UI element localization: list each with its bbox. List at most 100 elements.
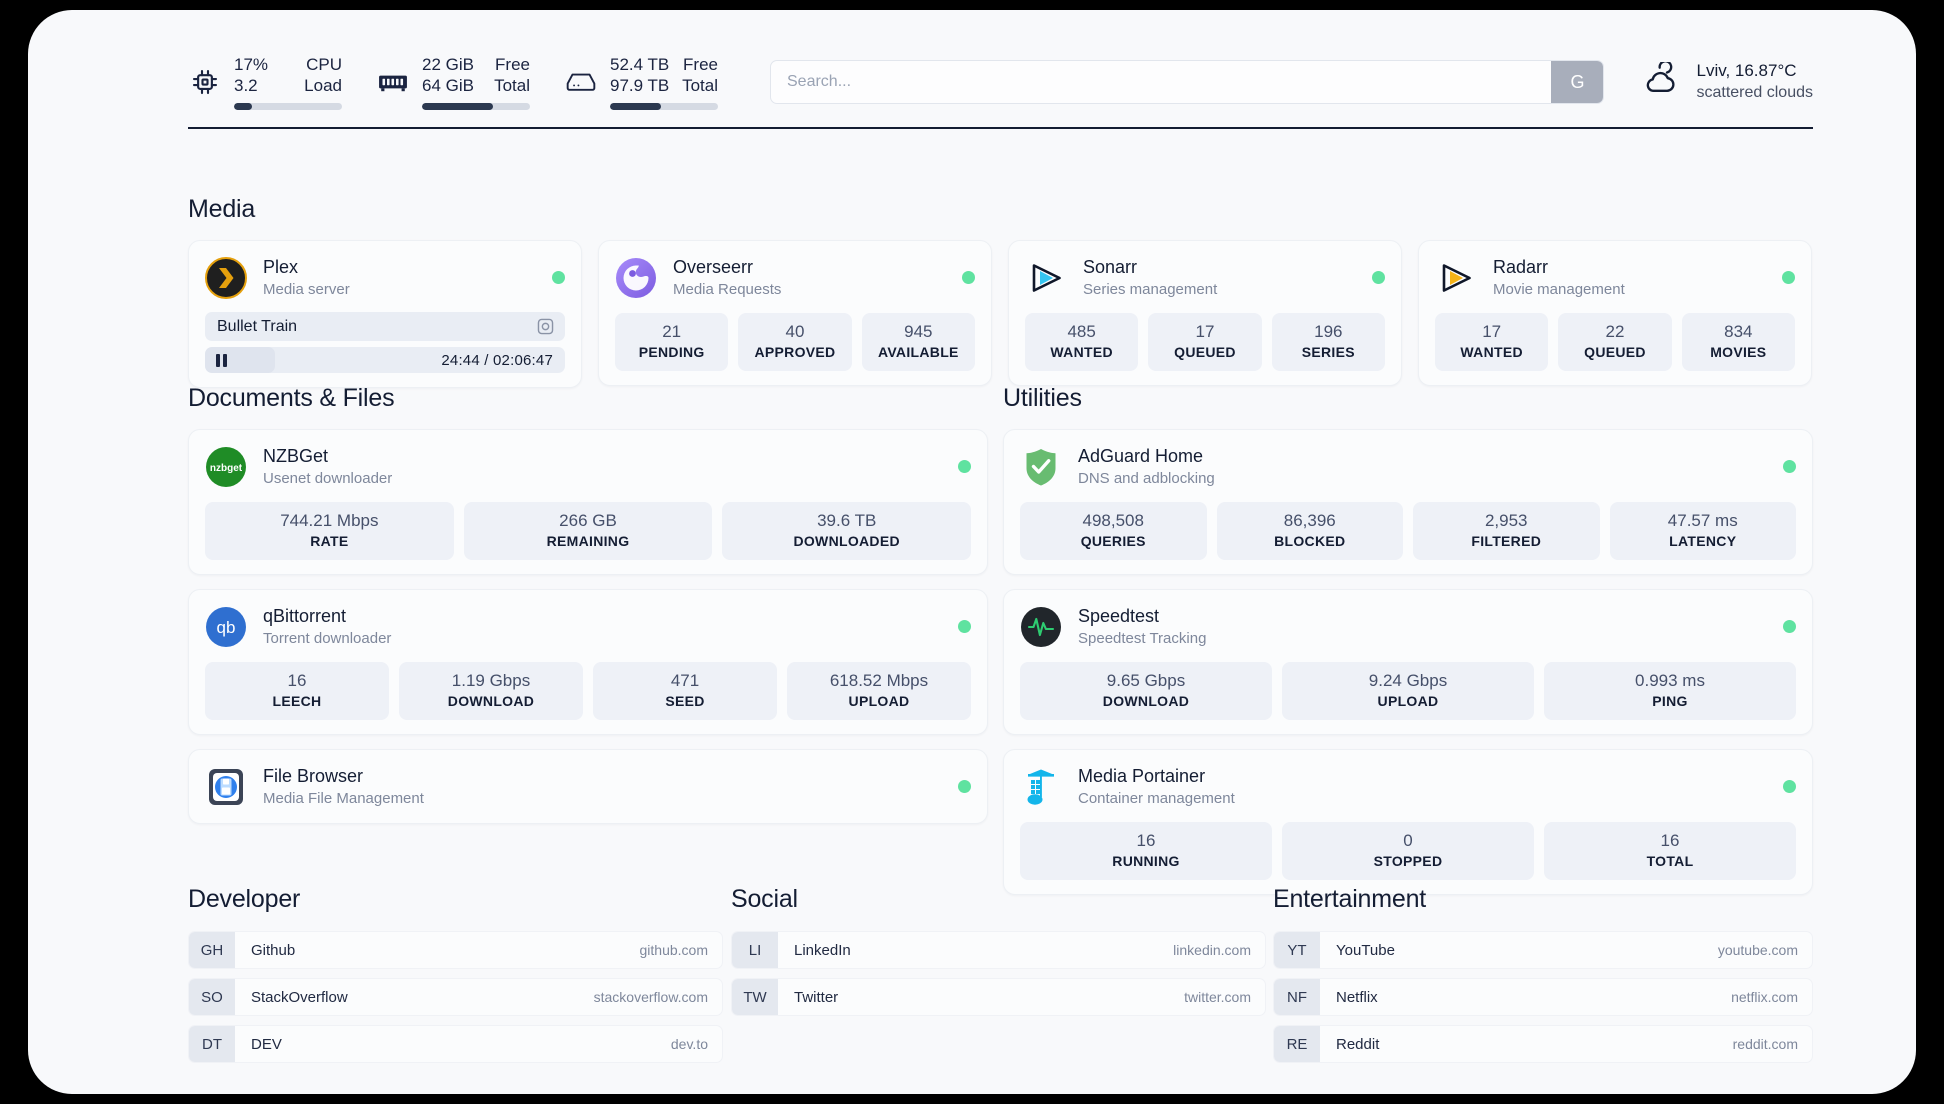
bookmark-name: Github (251, 941, 296, 959)
stat-tile: 86,396 BLOCKED (1216, 502, 1403, 560)
bookmark-name: StackOverflow (251, 988, 348, 1006)
cast-icon[interactable] (536, 317, 555, 336)
bookmark-item[interactable]: SO StackOverflow stackoverflow.com (188, 978, 723, 1016)
sonarr-name: Sonarr (1083, 257, 1138, 277)
bookmark-item[interactable]: GH Github github.com (188, 931, 723, 969)
adguard-desc: DNS and adblocking (1078, 470, 1215, 487)
stat-tile: 471 SEED (593, 662, 777, 720)
stat-label: MOVIES (1710, 344, 1767, 360)
stat-label: DOWNLOAD (1102, 693, 1190, 709)
bookmark-url: reddit.com (1732, 1036, 1798, 1052)
stat-label: QUEUED (1174, 344, 1236, 360)
app-card-sonarr[interactable]: Sonarr Series management 485 WANTED 17 Q… (1008, 240, 1402, 386)
disk-progress-bar (610, 103, 718, 110)
svg-text:nzbget: nzbget (210, 463, 243, 474)
stat-label: QUEUED (1584, 344, 1646, 360)
filebrowser-icon (205, 766, 247, 808)
app-card-radarr[interactable]: Radarr Movie management 17 WANTED 22 QUE… (1418, 240, 1812, 386)
bookmark-badge: TW (732, 979, 778, 1015)
search-input[interactable] (771, 61, 1552, 103)
app-card-filebrowser[interactable]: File Browser Media File Management (188, 749, 988, 824)
radarr-stats: 17 WANTED 22 QUEUED 834 MOVIES (1435, 313, 1795, 371)
stat-tile: 196 SERIES (1271, 313, 1385, 371)
plex-progress[interactable]: 24:44 / 02:06:47 (205, 347, 565, 373)
stat-tile: 0.993 ms PING (1544, 662, 1796, 720)
stat-label: WANTED (1050, 344, 1113, 360)
stat-tile: 39.6 TB DOWNLOADED (722, 502, 972, 560)
sonarr-desc: Series management (1083, 281, 1218, 298)
nzbget-status-badge (958, 460, 971, 473)
weather-condition: scattered clouds (1696, 84, 1813, 101)
bookmark-item[interactable]: NF Netflix netflix.com (1273, 978, 1813, 1016)
bookmark-item[interactable]: YT YouTube youtube.com (1273, 931, 1813, 969)
plex-icon (205, 256, 247, 299)
search-provider-button[interactable]: G (1551, 61, 1604, 103)
cloud-icon (1642, 60, 1682, 102)
stat-label: UPLOAD (848, 693, 910, 709)
nzbget-icon: nzbget (205, 446, 247, 488)
stat-value: 17 (1195, 322, 1215, 341)
cpu-load-value: 3.2 (234, 76, 258, 95)
weather-widget[interactable]: Lviv, 16.87°C scattered clouds (1642, 60, 1813, 104)
stat-value: 744.21 Mbps (280, 511, 379, 530)
app-card-overseerr[interactable]: Overseerr Media Requests 21 PENDING 40 A… (598, 240, 992, 386)
stat-value: 9.24 Gbps (1368, 671, 1448, 690)
speedtest-desc: Speedtest Tracking (1078, 630, 1207, 647)
speedtest-icon (1020, 606, 1062, 648)
memory-total-label: Total (494, 76, 530, 95)
disk-free-value: 52.4 TB (610, 55, 670, 74)
disk-stat-block: 52.4 TB 97.9 TB Free Total (610, 54, 718, 110)
disk-total-value: 97.9 TB (610, 76, 670, 95)
bookmark-item[interactable]: TW Twitter twitter.com (731, 978, 1266, 1016)
plex-name: Plex (263, 257, 299, 277)
memory-total-value: 64 GiB (422, 76, 474, 95)
portainer-name: Media Portainer (1078, 766, 1206, 786)
stat-value: 0.993 ms (1635, 671, 1705, 690)
disk-total-label: Total (682, 76, 718, 95)
cpu-icon (188, 65, 222, 99)
cpu-stat-block: 17% 3.2 CPU Load (234, 54, 342, 110)
app-card-speedtest[interactable]: Speedtest Speedtest Tracking 9.65 Gbps D… (1003, 589, 1813, 735)
qbittorrent-name: qBittorrent (263, 606, 347, 626)
pause-icon[interactable] (216, 353, 227, 367)
app-card-plex[interactable]: Plex Media server Bullet Train (188, 240, 582, 388)
portainer-icon (1020, 766, 1062, 808)
stat-value: 485 (1067, 322, 1096, 341)
disk-stat-group: 52.4 TB 97.9 TB Free Total (564, 54, 718, 110)
memory-stat-block: 22 GiB 64 GiB Free Total (422, 54, 530, 110)
stat-value: 22 (1605, 322, 1625, 341)
app-card-nzbget[interactable]: nzbget NZBGet Usenet downloader 744.21 M… (188, 429, 988, 575)
bookmark-url: netflix.com (1731, 989, 1798, 1005)
bookmark-url: github.com (639, 942, 708, 958)
memory-stat-group: 22 GiB 64 GiB Free Total (376, 54, 530, 110)
weather-text: Lviv, 16.87°C scattered clouds (1696, 60, 1813, 104)
stat-value: 2,953 (1484, 511, 1528, 530)
stat-label: QUERIES (1080, 533, 1146, 549)
search-bar[interactable]: G (770, 60, 1605, 104)
bookmark-item[interactable]: LI LinkedIn linkedin.com (731, 931, 1266, 969)
nzbget-stats: 744.21 Mbps RATE 266 GB REMAINING 39.6 T… (205, 502, 972, 560)
stat-value: 16 (287, 671, 307, 690)
bookmark-url: youtube.com (1717, 942, 1798, 958)
adguard-name: AdGuard Home (1078, 446, 1204, 466)
stat-tile: 21 PENDING (615, 313, 729, 371)
stat-tile: 266 GB REMAINING (463, 502, 713, 560)
cpu-load-label: Load (304, 76, 342, 95)
bookmark-badge: NF (1274, 979, 1320, 1015)
stat-label: UPLOAD (1377, 693, 1439, 709)
weather-location-temp: Lviv, 16.87°C (1696, 61, 1797, 80)
stat-value: 618.52 Mbps (829, 671, 929, 690)
app-card-portainer[interactable]: Media Portainer Container management 16 … (1003, 749, 1813, 895)
stat-label: RATE (310, 533, 349, 549)
portainer-desc: Container management (1078, 790, 1235, 807)
bookmark-item[interactable]: RE Reddit reddit.com (1273, 1025, 1813, 1063)
qbittorrent-status-badge (958, 620, 971, 633)
radarr-desc: Movie management (1493, 281, 1625, 298)
bookmark-item[interactable]: DT DEV dev.to (188, 1025, 723, 1063)
app-card-adguard[interactable]: AdGuard Home DNS and adblocking 498,508 … (1003, 429, 1813, 575)
app-card-qbittorrent[interactable]: qb qBittorrent Torrent downloader 16 LEE… (188, 589, 988, 735)
bookmark-url: twitter.com (1184, 989, 1251, 1005)
speedtest-name: Speedtest (1078, 606, 1160, 626)
stat-tile: 16 RUNNING (1020, 822, 1272, 880)
stat-value: 17 (1482, 322, 1502, 341)
